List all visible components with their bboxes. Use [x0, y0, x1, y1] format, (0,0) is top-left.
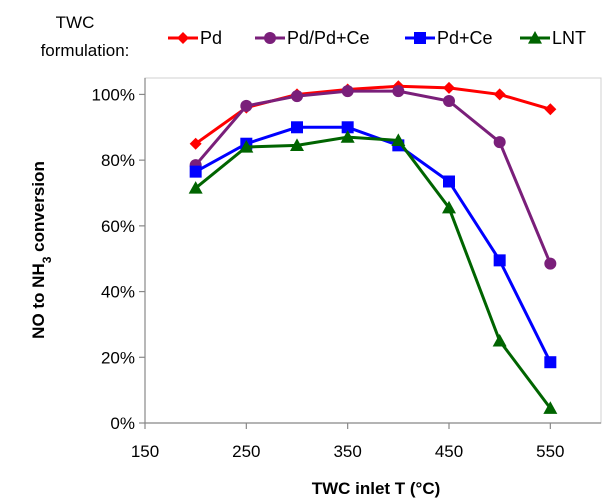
y-axis-label: NO to NH3 conversion	[29, 161, 54, 339]
y-axis-label-subscript: 3	[40, 256, 54, 263]
data-point-pd	[443, 81, 455, 94]
series-lnt	[188, 130, 558, 414]
y-ticks: 0% 20% 40% 60% 80% 100%	[92, 85, 145, 433]
series-layer	[188, 80, 558, 414]
data-point-pd-ce	[443, 175, 455, 188]
y-axis-label-main: NO to NH	[29, 263, 48, 339]
data-point-pd-pd-ce	[443, 95, 455, 107]
legend-marker	[414, 32, 426, 44]
legend: Pd Pd/Pd+Ce Pd+Ce LNT	[168, 28, 586, 48]
data-point-pd-ce	[189, 165, 202, 178]
data-point-pd-ce	[493, 254, 506, 267]
data-point-pd-pd-ce	[544, 257, 557, 270]
data-point-lnt	[340, 130, 355, 143]
x-axis-label: TWC inlet T (°C)	[312, 479, 441, 498]
data-point-lnt	[391, 133, 406, 147]
data-point-pd-pd-ce	[291, 90, 303, 103]
y-tick-label: 80%	[101, 151, 135, 170]
data-point-lnt	[442, 200, 456, 214]
legend-entry-pd: Pd	[168, 28, 222, 48]
data-point-lnt	[239, 140, 254, 153]
data-point-lnt	[188, 181, 203, 194]
legend-entry-lnt: LNT	[520, 28, 586, 48]
x-tick-label: 250	[232, 442, 260, 461]
data-point-pd-ce	[291, 121, 303, 134]
y-tick-label: 60%	[101, 217, 135, 236]
data-point-pd	[493, 88, 506, 101]
data-point-pd-pd-ce	[392, 85, 405, 98]
legend-entry-pd-pd-ce: Pd/Pd+Ce	[255, 28, 370, 48]
x-tick-label: 150	[131, 442, 159, 461]
y-tick-label: 20%	[101, 348, 135, 367]
legend-title-line-2: formulation:	[41, 41, 130, 60]
series-line-lnt	[194, 135, 552, 410]
data-point-lnt	[290, 138, 304, 151]
legend-label: Pd	[200, 28, 222, 48]
legend-label: LNT	[552, 28, 586, 48]
series-pd-pd-ce	[189, 85, 557, 270]
data-point-pd-ce	[544, 356, 557, 369]
x-tick-label: 350	[333, 442, 361, 461]
series-line-pd-pd-ce	[194, 89, 552, 265]
legend-label: Pd/Pd+Ce	[287, 28, 370, 48]
legend-marker	[264, 32, 276, 44]
series-line-pd-ce	[194, 125, 552, 363]
x-ticks: 150 250 350 450 550	[131, 423, 565, 461]
y-tick-label: 40%	[101, 283, 135, 302]
y-tick-label: 0%	[110, 414, 135, 433]
data-point-lnt	[492, 333, 507, 347]
legend-label: Pd+Ce	[437, 28, 493, 48]
legend-title-line-1: TWC	[56, 13, 95, 32]
data-point-pd	[189, 137, 202, 150]
legend-marker	[177, 32, 189, 44]
x-tick-label: 550	[536, 442, 564, 461]
y-tick-label: 100%	[92, 85, 135, 104]
y-axis-label-tail: conversion	[29, 161, 48, 256]
series-pd-ce	[189, 121, 557, 369]
data-point-lnt	[543, 401, 558, 414]
data-point-pd-pd-ce	[493, 136, 506, 149]
data-point-pd-ce	[341, 121, 354, 134]
legend-marker	[528, 31, 542, 44]
legend-entry-pd-ce: Pd+Ce	[405, 28, 493, 48]
data-point-pd-pd-ce	[341, 85, 354, 98]
data-point-pd-pd-ce	[240, 99, 253, 112]
data-point-pd	[544, 103, 557, 116]
x-tick-label: 450	[435, 442, 463, 461]
